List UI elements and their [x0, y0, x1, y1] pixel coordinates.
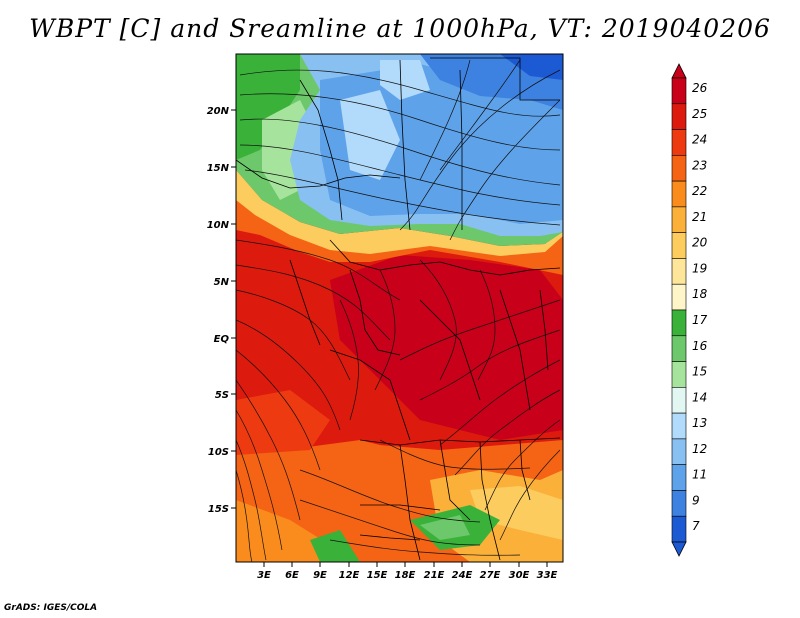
y-tick-label: 20N — [207, 106, 230, 117]
colorbar-label: 17 — [692, 313, 708, 327]
colorbar-swatch — [671, 232, 687, 259]
colorbar-swatch — [671, 77, 687, 105]
colorbar-label: 25 — [692, 107, 707, 121]
wbpt-field — [236, 54, 563, 562]
colorbar-label: 11 — [692, 468, 707, 482]
colorbar-swatch — [671, 515, 687, 543]
colorbar-label: 15 — [692, 365, 707, 379]
colorbar-swatch — [671, 464, 687, 491]
colorbar-swatch — [671, 438, 687, 465]
grads-credit: GrADS: IGES/COLA — [4, 603, 98, 613]
x-tick-label: 24E — [452, 570, 473, 581]
x-tick-label: 15E — [367, 570, 388, 581]
country-borders — [236, 57, 561, 561]
colorbar-label: 14 — [692, 390, 707, 404]
colorbar-swatch — [671, 283, 687, 311]
colorbar-swatch — [671, 103, 687, 130]
colorbar-label: 9 — [692, 493, 700, 507]
colorbar-swatch — [671, 361, 687, 388]
colorbar-label: 26 — [692, 81, 708, 95]
colorbar: 26 25 24 23 22 21 20 19 18 17 16 15 14 13 12 11 9 7 — [671, 63, 708, 557]
colorbar-label: 18 — [692, 287, 708, 301]
x-axis-ticks — [263, 562, 548, 567]
x-tick-label: 6E — [285, 570, 299, 581]
colorbar-swatch — [671, 258, 687, 285]
colorbar-swatch — [671, 129, 687, 156]
y-tick-label: 15N — [207, 163, 230, 174]
colorbar-label: 19 — [692, 261, 707, 275]
x-tick-label: 18E — [395, 570, 416, 581]
colorbar-bottom-arrow — [671, 541, 687, 557]
colorbar-label: 23 — [692, 158, 707, 172]
y-axis-ticks — [231, 109, 236, 509]
x-tick-label: 12E — [339, 570, 360, 581]
x-tick-label: 27E — [480, 570, 501, 581]
colorbar-swatch — [671, 490, 687, 517]
y-tick-label: 5S — [215, 390, 229, 401]
x-tick-label: 30E — [509, 570, 530, 581]
x-tick-label: 3E — [257, 570, 271, 581]
colorbar-swatch — [671, 387, 687, 414]
colorbar-label: 7 — [692, 519, 700, 533]
y-tick-label: 10N — [207, 220, 230, 231]
colorbar-swatch — [671, 335, 687, 362]
colorbar-top-arrow — [671, 63, 687, 79]
colorbar-swatch — [671, 206, 687, 233]
colorbar-label: 20 — [692, 236, 708, 250]
colorbar-label: 21 — [692, 210, 707, 224]
colorbar-label: 16 — [692, 339, 708, 353]
colorbar-label: 24 — [692, 133, 707, 147]
x-tick-label: 9E — [313, 570, 327, 581]
map-frame — [235, 53, 564, 563]
y-tick-label: EQ — [214, 334, 230, 345]
y-axis-labels: 20N 15N 10N 5N EQ 5S 10S 15S — [207, 106, 230, 515]
x-axis-labels: 3E 6E 9E 12E 15E 18E 21E 24E 27E 30E 33E — [257, 570, 557, 581]
y-tick-label: 5N — [214, 277, 230, 288]
colorbar-swatch — [671, 155, 687, 182]
colorbar-swatch — [671, 309, 687, 337]
x-tick-label: 33E — [537, 570, 558, 581]
colorbar-swatch — [671, 180, 687, 208]
x-tick-label: 21E — [424, 570, 445, 581]
colorbar-label: 13 — [692, 416, 707, 430]
y-tick-label: 10S — [208, 447, 229, 458]
y-tick-label: 15S — [208, 504, 229, 515]
colorbar-label: 12 — [692, 442, 707, 456]
colorbar-swatch — [671, 412, 687, 440]
chart-title: WBPT [C] and Sreamline at 1000hPa, VT: 2… — [29, 14, 771, 43]
colorbar-label: 22 — [692, 184, 707, 198]
